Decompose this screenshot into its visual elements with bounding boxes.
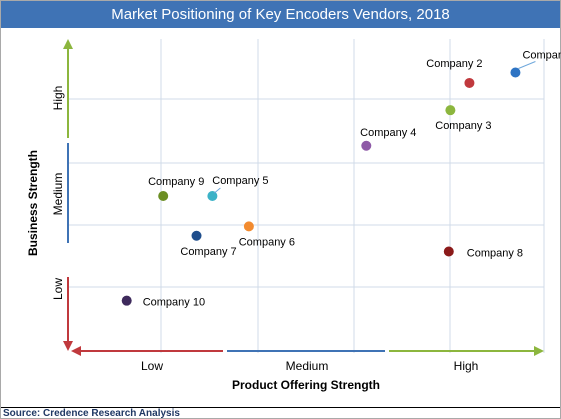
x-tick-label: Low [141, 359, 163, 373]
data-point [158, 191, 169, 201]
axis-labels: Low Medium High Low Medium High Product Offeri… [26, 86, 478, 392]
point-label: Company 8 [467, 247, 523, 259]
data-point [361, 140, 372, 151]
chart-title: Market Positioning of Key Encoders Vendo… [1, 1, 560, 28]
point-label: Company 9 [148, 176, 204, 188]
data-point [121, 295, 132, 306]
data-point [191, 230, 202, 241]
point-label: Company 7 [180, 246, 236, 258]
point-label: Company 3 [435, 120, 491, 132]
scatter-chart: Company 1 Company 2 Company 3 Company 4 Comp… [26, 39, 561, 392]
point-leader-line [518, 61, 536, 69]
point-label: Company 10 [143, 297, 205, 309]
x-axis-title: Product Offering Strength [232, 378, 380, 392]
point-label: Company 5 [212, 175, 268, 187]
point-label: Company 6 [239, 236, 295, 248]
x-tick-label: Medium [286, 359, 329, 373]
data-points: Company 1 Company 2 Company 3 Company 4 Comp… [121, 49, 561, 309]
y-tick-label: High [51, 86, 65, 111]
data-point [464, 77, 475, 88]
point-leader-line [214, 187, 221, 194]
y-tick-label: Low [51, 278, 65, 300]
point-label: Company 4 [360, 127, 416, 139]
data-point [243, 221, 254, 232]
x-tick-label: High [454, 359, 479, 373]
y-tick-label: Medium [51, 173, 65, 216]
source-note: Source: Credence Research Analysis [1, 407, 560, 419]
axes [63, 39, 544, 356]
data-point [510, 67, 521, 78]
data-point [207, 191, 218, 201]
y-axis-title: Business Strength [26, 150, 40, 256]
point-label: Company 1 [522, 49, 561, 61]
point-label: Company 2 [426, 58, 482, 70]
data-point [445, 105, 456, 116]
data-point [443, 246, 454, 257]
